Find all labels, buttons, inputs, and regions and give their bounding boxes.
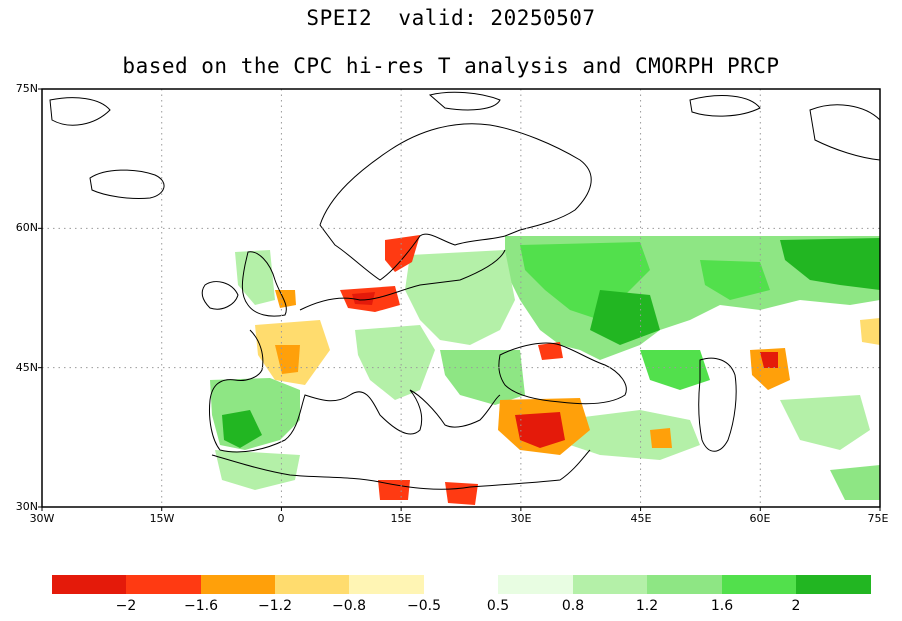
lon-label-15e: 15E (390, 512, 412, 525)
colorbar-dry-4 (275, 575, 349, 594)
colorbar-wet-5 (796, 575, 871, 594)
colorbar-dry-1 (52, 575, 126, 594)
lat-label-60n: 60N (15, 221, 38, 234)
lon-label-0: 0 (277, 512, 285, 525)
colorbar-label: −0.8 (332, 598, 366, 614)
lon-label-75e: 75E (867, 512, 889, 525)
lon-label-30w: 30W (29, 512, 55, 525)
colorbar-label: 0.5 (486, 598, 510, 614)
colorbar-label: −2 (115, 598, 137, 614)
colorbar-label: −0.5 (407, 598, 441, 614)
colorbar-wet-1 (498, 575, 573, 594)
colorbar-label: 0.8 (561, 598, 585, 614)
colorbar-label: 1.6 (710, 598, 734, 614)
lon-label-60e: 60E (749, 512, 771, 525)
lat-label-75n: 75N (15, 82, 38, 95)
colorbar-label: 1.2 (635, 598, 659, 614)
map-subtitle: based on the CPC hi-res T analysis and C… (122, 54, 780, 78)
colorbar-dry-3 (201, 575, 275, 594)
map-title: SPEI2 valid: 20250507 (306, 6, 596, 30)
colorbar-dry-2 (126, 575, 201, 594)
colorbar-label: −1.2 (258, 598, 292, 614)
colorbar-wet-4 (722, 575, 796, 594)
graticule (42, 89, 880, 507)
colorbar-label: −1.6 (184, 598, 218, 614)
lon-label-15w: 15W (149, 512, 175, 525)
axis-ticks (38, 88, 881, 511)
colorbar-wet-3 (647, 575, 722, 594)
coastline-layer (49, 91, 881, 490)
lon-label-30e: 30E (510, 512, 532, 525)
lat-label-45n: 45N (15, 361, 38, 374)
colorbar-dry-5 (349, 575, 424, 594)
dry-anomaly-layer (255, 235, 880, 505)
lat-label-30n: 30N (15, 500, 38, 513)
lon-label-45e: 45E (630, 512, 652, 525)
map-frame (41, 88, 881, 508)
colorbar-label: 2 (791, 598, 801, 614)
colorbar-wet-2 (573, 575, 647, 594)
